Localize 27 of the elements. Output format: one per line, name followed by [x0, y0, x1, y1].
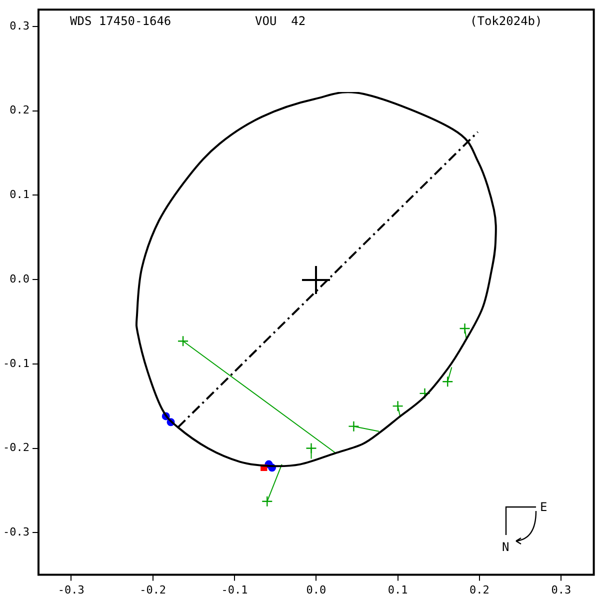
point: [262, 496, 273, 508]
point: [177, 336, 189, 347]
x-tick-label: -0.2: [140, 583, 166, 596]
point: [459, 322, 470, 334]
x-tick-label: 0.1: [388, 583, 408, 596]
y-tick-label: 0.1: [10, 188, 30, 202]
y-tick-label: 0.3: [10, 19, 30, 32]
point: [419, 388, 430, 400]
x-tick-label: 0.3: [551, 583, 572, 596]
y-tick-label: -0.2: [2, 441, 30, 454]
x-tick-label: 0.2: [470, 583, 490, 596]
x-tick-label: -0.1: [221, 583, 248, 596]
y-tick-label: 0.2: [10, 104, 30, 117]
annotation: E: [540, 500, 548, 514]
y-tick-label: -0.3: [2, 525, 30, 538]
point: [306, 442, 317, 454]
point: [442, 376, 454, 388]
point: [348, 420, 360, 432]
x-tick-label: -0.3: [58, 583, 84, 596]
annotation: N: [502, 540, 510, 554]
y-tick-label: 0.0: [10, 272, 30, 286]
annotation: WDS 17450-1646: [70, 14, 172, 28]
annotation: (Tok2024b): [470, 14, 542, 28]
annotation: VOU 42: [255, 14, 306, 28]
x-tick-label: 0.0: [306, 583, 326, 596]
y-tick-label: -0.1: [2, 356, 30, 370]
point: [392, 400, 404, 412]
